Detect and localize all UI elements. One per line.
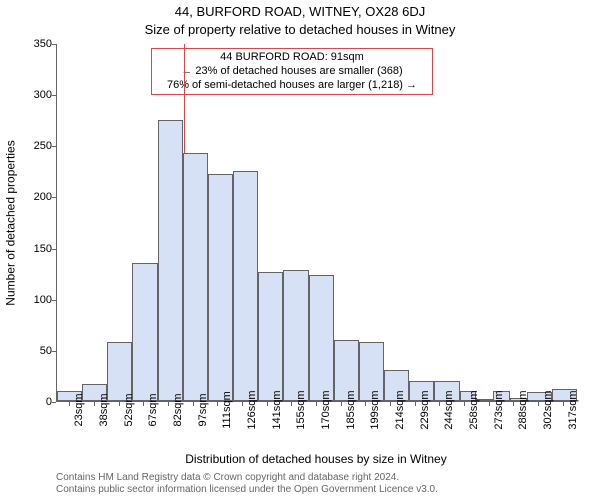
xtick-mark bbox=[341, 402, 342, 406]
annotation-line1: 44 BURFORD ROAD: 91sqm bbox=[158, 51, 426, 65]
xtick-label: 185sqm bbox=[345, 390, 357, 429]
chart-plot-area: 44 BURFORD ROAD: 91sqm ← 23% of detached… bbox=[56, 44, 576, 402]
xtick-label: 229sqm bbox=[419, 390, 431, 429]
ytick-label: 300 bbox=[22, 89, 52, 101]
xtick-mark bbox=[464, 402, 465, 406]
ytick-mark bbox=[52, 249, 56, 250]
xtick-label: 244sqm bbox=[443, 390, 455, 429]
ytick-mark bbox=[52, 197, 56, 198]
xtick-mark bbox=[291, 402, 292, 406]
xtick-mark bbox=[563, 402, 564, 406]
histogram-bar bbox=[309, 275, 334, 401]
xtick-label: 273sqm bbox=[493, 390, 505, 429]
ytick-label: 100 bbox=[22, 294, 52, 306]
xtick-label: 23sqm bbox=[73, 393, 85, 426]
chart-title-line2: Size of property relative to detached ho… bbox=[0, 22, 600, 37]
ytick-label: 50 bbox=[22, 345, 52, 357]
histogram-bar bbox=[233, 171, 258, 401]
xtick-label: 317sqm bbox=[567, 390, 579, 429]
xtick-mark bbox=[143, 402, 144, 406]
xtick-mark bbox=[119, 402, 120, 406]
xtick-mark bbox=[94, 402, 95, 406]
xtick-mark bbox=[242, 402, 243, 406]
histogram-bar bbox=[258, 272, 283, 401]
annotation-line3: 76% of semi-detached houses are larger (… bbox=[158, 79, 426, 93]
xtick-mark bbox=[316, 402, 317, 406]
xtick-mark bbox=[489, 402, 490, 406]
credits: Contains HM Land Registry data © Crown c… bbox=[56, 472, 438, 496]
ytick-mark bbox=[52, 95, 56, 96]
ytick-label: 0 bbox=[22, 396, 52, 408]
xtick-mark bbox=[439, 402, 440, 406]
xtick-label: 214sqm bbox=[394, 390, 406, 429]
histogram-bar bbox=[183, 153, 208, 401]
xtick-label: 288sqm bbox=[517, 390, 529, 429]
xtick-mark bbox=[415, 402, 416, 406]
xtick-label: 52sqm bbox=[123, 393, 135, 426]
histogram-bar bbox=[107, 342, 132, 401]
xtick-label: 258sqm bbox=[468, 390, 480, 429]
x-axis-label: Distribution of detached houses by size … bbox=[56, 452, 576, 466]
xtick-label: 126sqm bbox=[246, 390, 258, 429]
xtick-mark bbox=[390, 402, 391, 406]
ytick-label: 250 bbox=[22, 140, 52, 152]
histogram-bar bbox=[208, 174, 233, 401]
histogram-bar bbox=[283, 270, 308, 401]
xtick-mark bbox=[267, 402, 268, 406]
xtick-label: 97sqm bbox=[197, 393, 209, 426]
xtick-label: 38sqm bbox=[98, 393, 110, 426]
credits-line2: Contains public sector information licen… bbox=[56, 484, 438, 496]
annotation-line2: ← 23% of detached houses are smaller (36… bbox=[158, 65, 426, 79]
xtick-mark bbox=[193, 402, 194, 406]
xtick-label: 199sqm bbox=[369, 390, 381, 429]
xtick-label: 141sqm bbox=[271, 390, 283, 429]
ytick-mark bbox=[52, 351, 56, 352]
ytick-label: 200 bbox=[22, 191, 52, 203]
xtick-label: 155sqm bbox=[295, 390, 307, 429]
xtick-label: 82sqm bbox=[172, 393, 184, 426]
ytick-mark bbox=[52, 146, 56, 147]
y-axis-label: Number of detached properties bbox=[4, 44, 18, 402]
xtick-label: 170sqm bbox=[320, 390, 332, 429]
xtick-mark bbox=[513, 402, 514, 406]
xtick-mark bbox=[69, 402, 70, 406]
xtick-mark bbox=[365, 402, 366, 406]
histogram-bar bbox=[158, 120, 183, 401]
ytick-mark bbox=[52, 402, 56, 403]
ytick-mark bbox=[52, 300, 56, 301]
xtick-mark bbox=[538, 402, 539, 406]
xtick-label: 111sqm bbox=[221, 391, 233, 429]
xtick-mark bbox=[217, 402, 218, 406]
xtick-label: 67sqm bbox=[147, 393, 159, 426]
chart-title-line1: 44, BURFORD ROAD, WITNEY, OX28 6DJ bbox=[0, 4, 600, 19]
credits-line1: Contains HM Land Registry data © Crown c… bbox=[56, 472, 438, 484]
xtick-mark bbox=[168, 402, 169, 406]
ytick-mark bbox=[52, 44, 56, 45]
histogram-bar bbox=[132, 263, 157, 401]
annotation-box: 44 BURFORD ROAD: 91sqm ← 23% of detached… bbox=[151, 48, 433, 95]
ytick-label: 350 bbox=[22, 38, 52, 50]
xtick-label: 302sqm bbox=[542, 390, 554, 429]
ytick-label: 150 bbox=[22, 243, 52, 255]
